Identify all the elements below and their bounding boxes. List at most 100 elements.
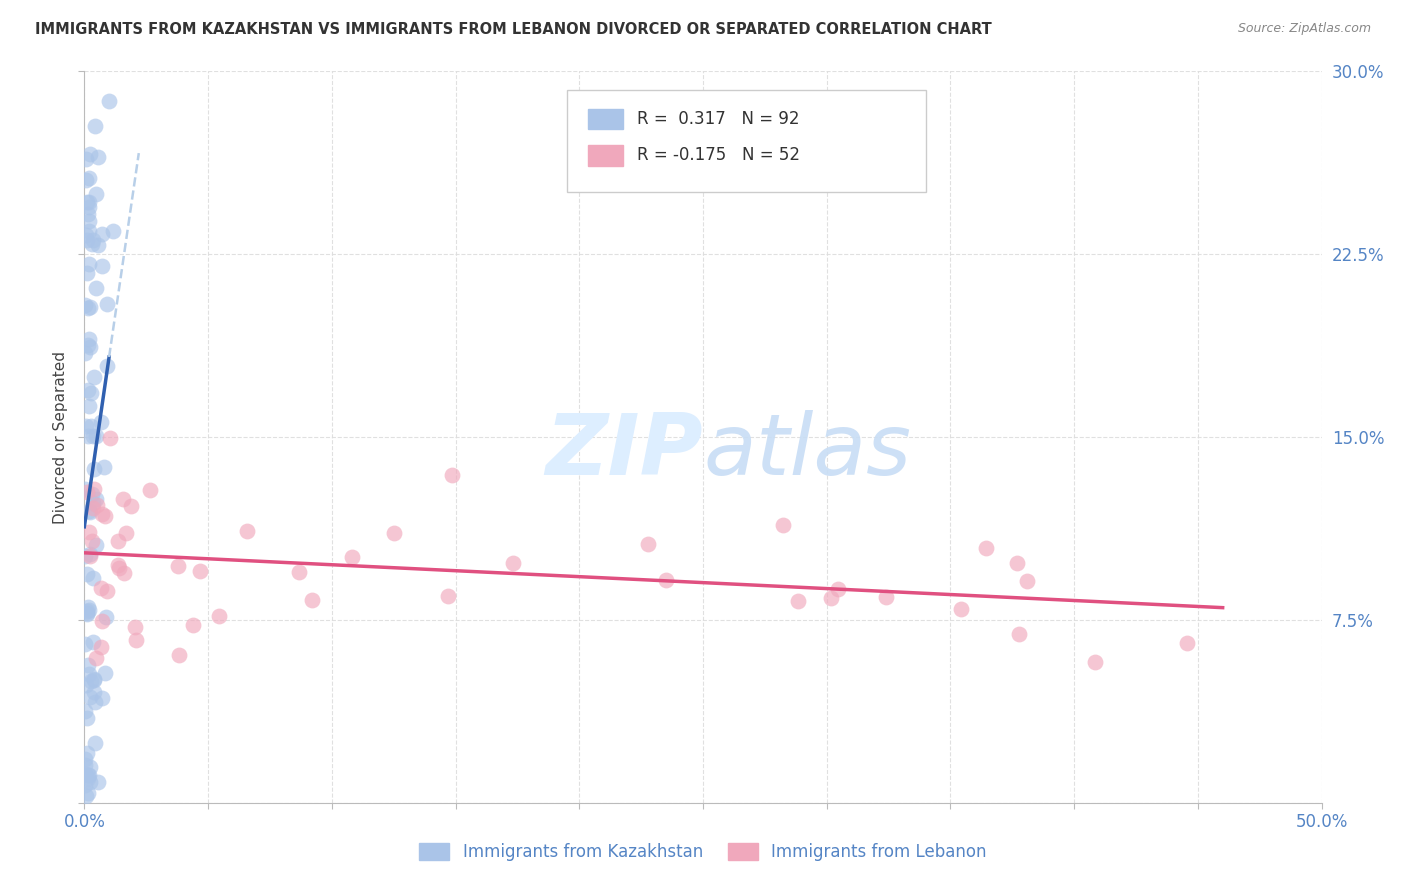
Y-axis label: Divorced or Separated: Divorced or Separated [52, 351, 67, 524]
Point [79, 549, 101, 564]
Point [83, 673, 105, 688]
Point [236, 524, 259, 538]
Point [112, 566, 135, 580]
Point [382, 526, 405, 541]
Point [96, 584, 118, 599]
Point [79, 147, 101, 161]
Point [76, 657, 98, 672]
Point [77, 771, 100, 785]
Point [112, 491, 135, 506]
Point [75, 173, 97, 187]
Point [83, 672, 105, 686]
Point [84, 120, 107, 134]
Point [87, 150, 110, 164]
Point [76, 267, 98, 281]
Point [77, 214, 100, 228]
Text: R = -0.175   N = 52: R = -0.175 N = 52 [637, 146, 800, 164]
Point [77, 768, 100, 782]
Point [83, 461, 105, 475]
Point [208, 608, 231, 623]
Text: R =  0.317   N = 92: R = 0.317 N = 92 [637, 110, 800, 128]
Point [138, 483, 160, 497]
Point [87, 238, 110, 252]
Point [76, 429, 98, 443]
Bar [588, 145, 623, 166]
Point [94, 609, 117, 624]
Point [75, 482, 97, 496]
Point [77, 603, 100, 617]
Point [86, 498, 108, 512]
Point [77, 170, 100, 185]
Point [82, 429, 104, 443]
Point [77, 667, 100, 681]
Point [114, 526, 136, 541]
Point [125, 633, 148, 648]
Point [166, 559, 188, 574]
Point [96, 359, 118, 373]
Point [82, 634, 104, 648]
Point [120, 499, 142, 513]
Point [79, 195, 101, 210]
Point [82, 571, 104, 585]
Point [73, 298, 96, 312]
Point [77, 338, 100, 352]
Point [75, 789, 97, 804]
Point [84, 429, 107, 443]
Point [288, 565, 311, 579]
Point [820, 591, 842, 605]
Point [75, 752, 97, 766]
Point [440, 468, 463, 483]
Point [83, 684, 105, 698]
Point [637, 536, 659, 550]
Point [91, 615, 114, 629]
Point [75, 152, 97, 166]
Point [787, 593, 810, 607]
Point [84, 186, 107, 201]
Point [974, 541, 997, 555]
Point [772, 518, 794, 533]
Point [76, 207, 98, 221]
Point [91, 690, 114, 705]
Point [79, 505, 101, 519]
Point [75, 419, 97, 434]
Point [181, 618, 204, 632]
Point [76, 301, 98, 316]
Point [76, 566, 98, 581]
Text: atlas: atlas [703, 410, 911, 493]
Point [80, 236, 103, 251]
Point [79, 674, 101, 689]
Point [87, 774, 110, 789]
Point [82, 501, 104, 516]
Point [91, 259, 114, 273]
Point [950, 602, 973, 616]
Point [94, 665, 117, 680]
Point [107, 561, 129, 575]
Point [827, 582, 849, 597]
Point [1175, 636, 1198, 650]
Point [73, 767, 96, 781]
Point [79, 774, 101, 789]
Point [77, 224, 100, 238]
Point [73, 345, 96, 359]
Point [875, 590, 897, 604]
Point [79, 257, 101, 271]
Point [76, 606, 98, 620]
Point [77, 504, 100, 518]
Text: ZIP: ZIP [546, 410, 703, 493]
Point [188, 564, 211, 578]
Point [79, 760, 101, 774]
Point [77, 599, 100, 614]
Point [84, 736, 107, 750]
Point [90, 415, 112, 429]
Point [82, 496, 104, 510]
Text: IMMIGRANTS FROM KAZAKHSTAN VS IMMIGRANTS FROM LEBANON DIVORCED OR SEPARATED CORR: IMMIGRANTS FROM KAZAKHSTAN VS IMMIGRANTS… [35, 22, 991, 37]
Point [101, 224, 124, 238]
Point [76, 711, 98, 725]
Point [79, 547, 101, 561]
Point [86, 491, 108, 506]
Legend: Immigrants from Kazakhstan, Immigrants from Lebanon: Immigrants from Kazakhstan, Immigrants f… [412, 836, 994, 868]
Point [86, 650, 108, 665]
Point [77, 399, 100, 413]
Point [77, 200, 100, 214]
Point [83, 695, 105, 709]
